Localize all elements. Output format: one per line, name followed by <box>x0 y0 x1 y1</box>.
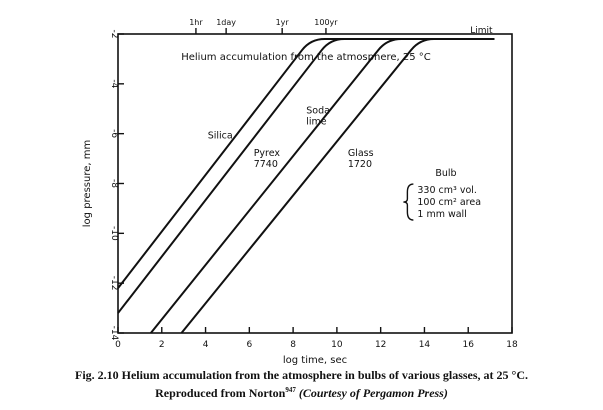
series-label: Silica <box>208 131 233 142</box>
top-tick-label: 1yr <box>276 18 290 27</box>
y-tick-label: -10 <box>109 226 119 241</box>
series-label: lime <box>306 117 327 128</box>
x-tick-label: 6 <box>246 340 252 350</box>
bulb-title: Bulb <box>435 168 456 179</box>
series-label: Pyrex <box>254 148 281 159</box>
y-tick-label: -4 <box>109 79 119 88</box>
series-line <box>117 37 495 289</box>
axis-ticks: 0 2 4 6 8 10 12 14 16 18 -2 -4 -6 -8 -10 -12 -14 1hr 1day 1… <box>109 18 518 350</box>
limit-label: Limit <box>470 26 493 36</box>
caption-line-1: Fig. 2.10 Helium accumulation from the a… <box>74 368 529 382</box>
bulb-brace <box>403 183 414 221</box>
bulb-spec-line: 330 cm³ vol. <box>417 185 477 196</box>
top-tick-label: 100yr <box>314 18 338 27</box>
caption-line-2: Reproduced from Norton947 (Courtesy of P… <box>0 383 603 401</box>
y-axis-label: log pressure, mm <box>82 140 93 227</box>
top-tick-label: 1day <box>216 18 236 27</box>
x-tick-label: 4 <box>203 340 209 350</box>
x-tick-label: 12 <box>375 340 386 350</box>
series-label: 1720 <box>348 159 372 170</box>
y-tick-label: -12 <box>109 276 119 291</box>
x-tick-label: 0 <box>115 340 121 350</box>
y-tick-label: -14 <box>109 326 119 341</box>
x-tick-label: 10 <box>331 340 343 350</box>
x-tick-label: 18 <box>506 340 518 350</box>
caption-reference-number: 947 <box>285 386 296 394</box>
x-tick-label: 16 <box>462 340 474 350</box>
plot-frame <box>117 33 513 334</box>
series-line <box>180 37 495 334</box>
x-tick-label: 14 <box>419 340 431 350</box>
chart-labels: log time, sec log pressure, mm Helium accu… <box>82 26 493 366</box>
x-axis-label: log time, sec <box>283 355 347 366</box>
x-tick-label: 8 <box>290 340 296 350</box>
series-label: Glass <box>348 148 374 159</box>
plot-border <box>117 33 513 334</box>
series-line <box>150 37 495 334</box>
chart-title: Helium accumulation from the atmosphere,… <box>181 52 431 63</box>
series-curves <box>117 37 495 334</box>
series-line <box>117 37 495 314</box>
series-label: 7740 <box>254 159 278 170</box>
bulb-spec-line: 100 cm² area <box>417 197 481 208</box>
figure-caption: Fig. 2.10 Helium accumulation from the a… <box>0 368 603 401</box>
top-tick-label: 1hr <box>189 18 203 27</box>
caption-reference: Reproduced from Norton <box>155 386 286 400</box>
series-label: Soda <box>306 106 330 117</box>
y-tick-label: -8 <box>109 179 119 188</box>
y-tick-label: -2 <box>109 30 119 39</box>
y-tick-label: -6 <box>109 129 119 138</box>
x-tick-label: 2 <box>159 340 165 350</box>
caption-credit: (Courtesy of Pergamon Press) <box>298 386 448 400</box>
bulb-spec-line: 1 mm wall <box>417 209 466 220</box>
